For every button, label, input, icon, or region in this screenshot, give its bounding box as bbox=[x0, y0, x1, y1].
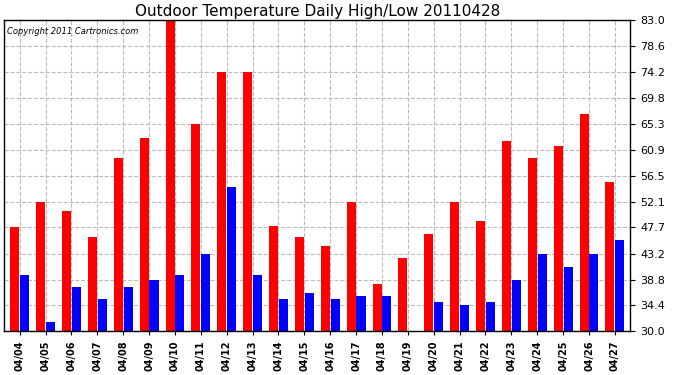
Bar bbox=[434, 302, 443, 331]
Bar bbox=[580, 114, 589, 331]
Bar bbox=[217, 72, 226, 331]
Bar bbox=[605, 182, 615, 331]
Bar bbox=[46, 322, 55, 331]
Bar bbox=[553, 146, 563, 331]
Bar bbox=[98, 299, 107, 331]
Text: Copyright 2011 Cartronics.com: Copyright 2011 Cartronics.com bbox=[8, 27, 139, 36]
Bar bbox=[124, 287, 132, 331]
Bar bbox=[398, 258, 408, 331]
Bar bbox=[201, 254, 210, 331]
Bar bbox=[279, 299, 288, 331]
Bar bbox=[331, 299, 339, 331]
Bar bbox=[589, 254, 598, 331]
Bar bbox=[460, 305, 469, 331]
Bar bbox=[243, 72, 253, 331]
Bar bbox=[139, 138, 148, 331]
Bar bbox=[528, 158, 537, 331]
Bar bbox=[166, 20, 175, 331]
Bar bbox=[346, 202, 356, 331]
Bar bbox=[20, 276, 29, 331]
Bar bbox=[175, 276, 184, 331]
Bar bbox=[305, 293, 314, 331]
Bar bbox=[150, 280, 159, 331]
Bar bbox=[502, 141, 511, 331]
Bar bbox=[382, 296, 391, 331]
Bar bbox=[62, 211, 71, 331]
Bar bbox=[114, 158, 123, 331]
Bar bbox=[191, 124, 201, 331]
Bar bbox=[227, 188, 236, 331]
Bar bbox=[72, 287, 81, 331]
Bar bbox=[424, 234, 433, 331]
Bar bbox=[486, 302, 495, 331]
Bar bbox=[357, 296, 366, 331]
Bar bbox=[321, 246, 330, 331]
Bar bbox=[450, 202, 460, 331]
Bar bbox=[564, 267, 573, 331]
Bar bbox=[295, 237, 304, 331]
Bar bbox=[10, 227, 19, 331]
Bar bbox=[512, 280, 521, 331]
Bar bbox=[615, 240, 624, 331]
Bar bbox=[476, 221, 485, 331]
Bar bbox=[373, 284, 382, 331]
Title: Outdoor Temperature Daily High/Low 20110428: Outdoor Temperature Daily High/Low 20110… bbox=[135, 4, 500, 19]
Bar bbox=[88, 237, 97, 331]
Bar bbox=[253, 276, 262, 331]
Bar bbox=[269, 226, 278, 331]
Bar bbox=[538, 254, 546, 331]
Bar bbox=[36, 202, 45, 331]
